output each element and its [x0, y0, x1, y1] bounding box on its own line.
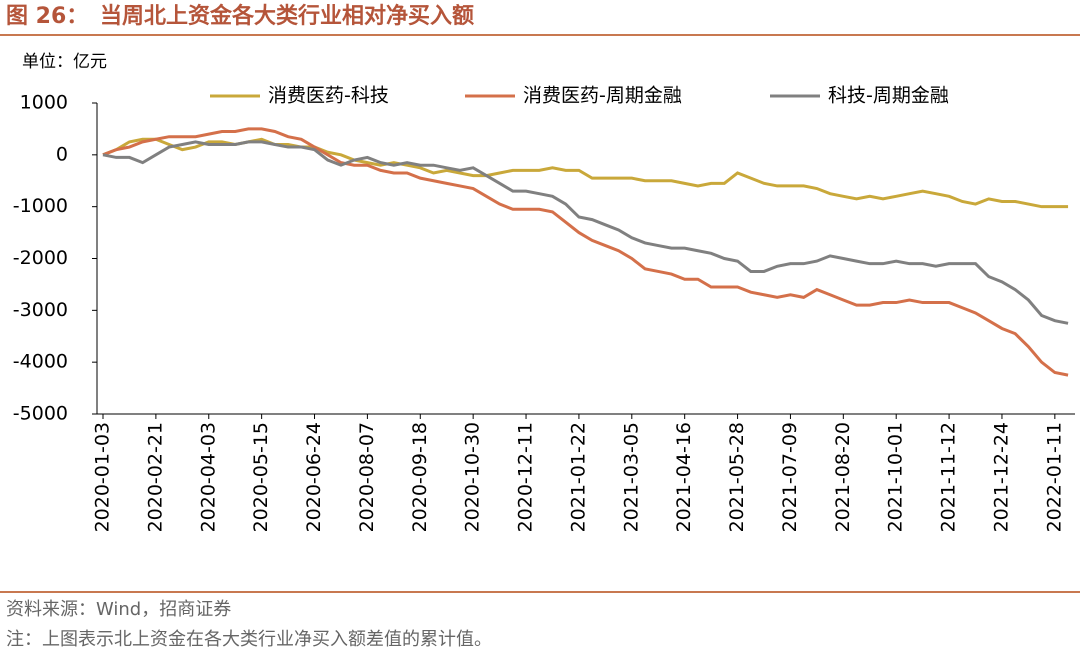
series-line — [102, 137, 1069, 209]
x-tick-label: 2020-09-18 — [409, 422, 431, 532]
x-tick-label: 2022-01-11 — [1043, 422, 1065, 532]
legend-label: 消费医药-科技 — [268, 85, 389, 107]
legend-label: 科技-周期金融 — [828, 85, 949, 107]
x-tick-label: 2021-11-12 — [938, 422, 960, 532]
x-tick-label: 2021-08-20 — [832, 422, 854, 532]
x-tick-label: 2020-02-21 — [144, 422, 166, 532]
y-tick-label: -5000 — [13, 403, 68, 425]
source: 资料来源：Wind，招商证券 — [6, 599, 231, 620]
x-tick-label: 2020-06-24 — [303, 422, 325, 532]
x-tick-label: 2020-12-11 — [515, 422, 537, 532]
y-tick-label: -1000 — [13, 195, 68, 217]
x-tick-label: 2021-04-16 — [673, 422, 695, 532]
y-tick-label: -2000 — [13, 247, 68, 269]
x-tick-label: 2021-01-22 — [567, 422, 589, 532]
x-tick-label: 2021-03-05 — [620, 422, 642, 532]
x-tick-label: 2020-05-15 — [250, 422, 272, 532]
legend-label: 消费医药-周期金融 — [523, 85, 682, 107]
y-tick-label: -3000 — [13, 299, 68, 321]
y-tick-label: -4000 — [13, 351, 68, 373]
x-tick-label: 2020-08-07 — [356, 422, 378, 532]
y-tick-label: 1000 — [20, 92, 68, 114]
x-tick-label: 2021-12-24 — [990, 422, 1012, 532]
x-tick-label: 2021-10-01 — [885, 422, 907, 532]
x-tick-label: 2021-07-09 — [779, 422, 801, 532]
unit-label: 单位：亿元 — [22, 52, 107, 72]
series-line — [102, 140, 1069, 325]
figure-label: 图 26： — [6, 4, 88, 29]
y-tick-label: 0 — [56, 143, 68, 165]
note: 注：上图表示北上资金在各大类行业净买入额差值的累计值。 — [6, 629, 492, 650]
x-tick-label: 2020-10-30 — [462, 422, 484, 532]
x-tick-label: 2020-01-03 — [92, 422, 114, 532]
x-tick-label: 2021-05-28 — [726, 422, 748, 532]
x-tick-label: 2020-04-03 — [197, 422, 219, 532]
chart-title: 当周北上资金各大类行业相对净买入额 — [100, 3, 474, 29]
series-line — [102, 127, 1069, 377]
